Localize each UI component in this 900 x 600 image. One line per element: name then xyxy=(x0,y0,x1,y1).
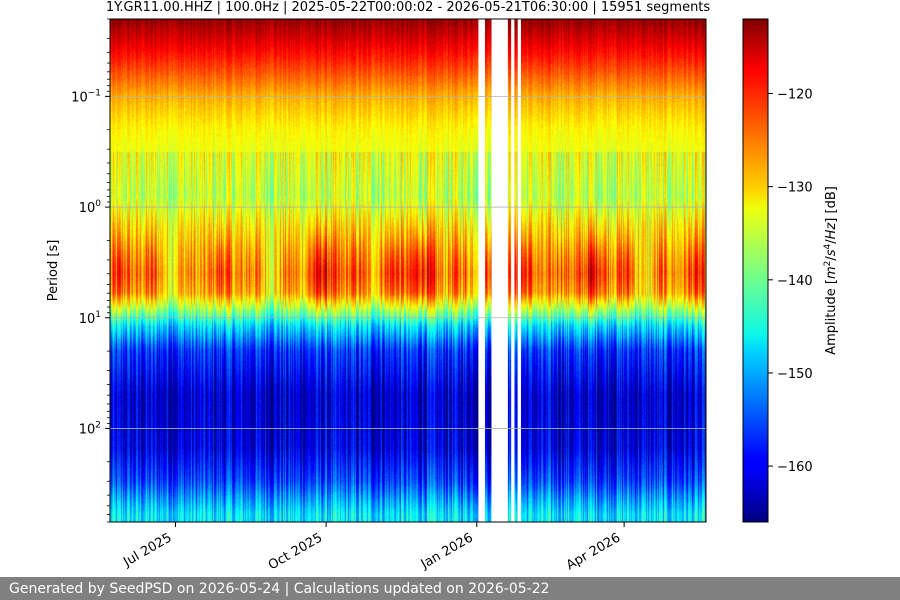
x-tick-label: Jan 2026 xyxy=(418,530,476,572)
footer-text: Generated by SeedPSD on 2026-05-24 | Cal… xyxy=(9,581,550,597)
data-gap xyxy=(511,19,515,522)
y-tick-label: 102 xyxy=(79,420,101,437)
colorbar-tick-label: −160 xyxy=(777,460,813,475)
plot-frame xyxy=(109,18,707,523)
colorbar-tick-label: −130 xyxy=(777,181,813,196)
colorbar-label: Amplitude [m2/s4/Hz] [dB] xyxy=(823,186,839,355)
footer-bar: Generated by SeedPSD on 2026-05-24 | Cal… xyxy=(0,577,900,600)
y-tick-label: 100 xyxy=(79,199,102,216)
chart-title: 1Y.GR11.00.HHZ | 100.0Hz | 2025-05-22T00… xyxy=(106,0,711,15)
psd-spectrogram-chart: 1Y.GR11.00.HHZ | 100.0Hz | 2025-05-22T00… xyxy=(46,0,839,573)
psd-heatmap xyxy=(110,19,706,522)
colorbar-tick-label: −140 xyxy=(777,274,813,289)
x-tick-label: Jul 2025 xyxy=(120,530,174,570)
grid-lines xyxy=(110,95,706,429)
data-gap xyxy=(517,19,521,522)
colorbar-tick-label: −120 xyxy=(777,88,813,103)
colorbar-axis: −120 −130 −140 −150 −160 xyxy=(768,88,813,475)
colorbar-tick-label: −150 xyxy=(777,367,813,382)
y-axis: 10−1 100 101 102 xyxy=(71,18,110,523)
y-tick-label: 101 xyxy=(79,310,101,327)
y-axis-label: Period [s] xyxy=(46,240,61,302)
x-tick-label: Oct 2025 xyxy=(266,530,325,573)
y-tick-label: 10−1 xyxy=(71,88,101,105)
data-gaps xyxy=(478,19,521,522)
data-gap xyxy=(478,19,485,522)
x-axis: Jul 2025 Oct 2025 Jan 2026 Apr 2026 xyxy=(120,522,625,573)
x-tick-label: Apr 2026 xyxy=(564,530,623,573)
data-gap xyxy=(491,19,508,522)
colorbar xyxy=(742,18,769,523)
